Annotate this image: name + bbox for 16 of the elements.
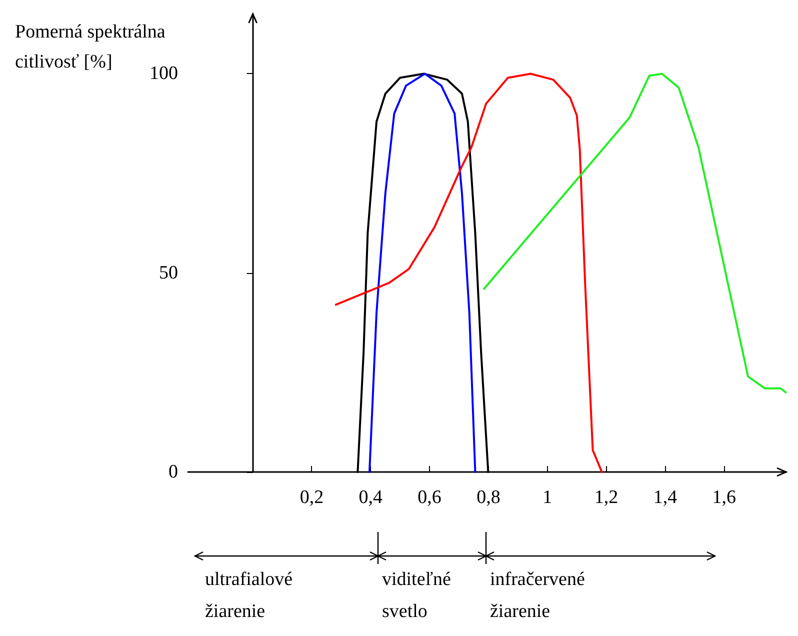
- x-tick-label: 1,6: [712, 487, 736, 508]
- x-tick-label: 1,2: [594, 487, 618, 508]
- x-tick-label: 0,8: [476, 487, 500, 508]
- line-series: [483, 72, 787, 394]
- text: viditeľné svetlo: [382, 568, 452, 624]
- y-tick-label: 50: [159, 262, 178, 284]
- y-tick-label: 0: [168, 462, 178, 482]
- x-tick-label: 0,6: [418, 487, 442, 508]
- line-series: [334, 72, 603, 473]
- line-series: [368, 72, 476, 473]
- x-tick-label: 1,4: [653, 487, 678, 508]
- x-tick-label: 1: [542, 487, 552, 508]
- x-tick-label: 0,4: [358, 487, 384, 508]
- text: infračervené žiarenie: [490, 568, 586, 624]
- x-tick-label: 0,2: [300, 487, 324, 508]
- text: ultrafialové žiarenie: [205, 568, 294, 624]
